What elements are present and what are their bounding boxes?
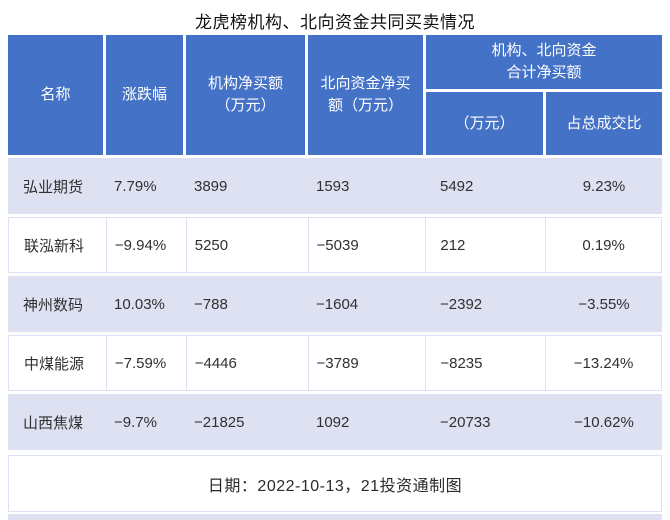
header-group-subrow: （万元） 占总成交比 — [426, 92, 662, 155]
header-group-combined-label: 机构、北向资金 合计净买额 — [426, 35, 662, 92]
cell-north-net-buy: −5039 — [307, 218, 426, 272]
cell-change-pct: 7.79% — [114, 177, 157, 195]
cell-inst-net-buy: −4446 — [185, 336, 308, 390]
cell-north-net-buy: 1092 — [316, 413, 350, 431]
table-header: 名称 涨跌幅 机构净买额 （万元） 北向资金净买 额（万元） 机构、北向资金 合… — [8, 35, 662, 155]
cell-volume-ratio: −13.24% — [545, 336, 661, 390]
cell-change-pct: 10.03% — [114, 295, 165, 313]
header-cell-inst-net-buy: 机构净买额 （万元） — [186, 35, 308, 155]
cell-change-pct: −9.94% — [105, 218, 186, 272]
cell-volume-ratio: −3.55% — [578, 295, 630, 313]
table-row: 神州数码 10.03% −788 −1604 −2392 −3.55% — [8, 276, 662, 332]
bottom-accent-bar — [8, 514, 662, 520]
header-cell-name: 名称 — [8, 35, 106, 155]
header-cell-change: 涨跌幅 — [106, 35, 186, 155]
cell-north-net-buy: −3789 — [307, 336, 426, 390]
header-cell-north-net-buy: 北向资金净买 额（万元） — [308, 35, 426, 155]
header-subcell-amount: （万元） — [426, 92, 546, 155]
cell-stock-name: 中煤能源 — [24, 355, 85, 373]
cell-combined-amount: −2392 — [440, 295, 483, 313]
page-title: 龙虎榜机构、北向资金共同买卖情况 — [195, 13, 475, 32]
cell-combined-amount: 5492 — [440, 177, 474, 195]
footer-note: 日期：2022-10-13，21投资通制图 — [8, 455, 662, 512]
table-row: 联泓新科 −9.94% 5250 −5039 212 0.19% — [8, 217, 662, 273]
cell-change-pct: −7.59% — [105, 336, 186, 390]
cell-volume-ratio: 0.19% — [545, 218, 661, 272]
cell-inst-net-buy: 5250 — [185, 218, 308, 272]
cell-combined-amount: −8235 — [425, 336, 545, 390]
cell-volume-ratio: 9.23% — [582, 177, 626, 195]
header-group-combined: 机构、北向资金 合计净买额 （万元） 占总成交比 — [426, 35, 662, 155]
cell-combined-amount: 212 — [425, 218, 545, 272]
cell-inst-net-buy: −21825 — [194, 413, 245, 431]
cell-change-pct: −9.7% — [114, 413, 157, 431]
header-subcell-ratio: 占总成交比 — [546, 92, 662, 155]
cell-combined-amount: −20733 — [440, 413, 491, 431]
cell-volume-ratio: −10.62% — [574, 413, 634, 431]
table-row: 中煤能源 −7.59% −4446 −3789 −8235 −13.24% — [8, 335, 662, 391]
data-table: 名称 涨跌幅 机构净买额 （万元） 北向资金净买 额（万元） 机构、北向资金 合… — [8, 35, 662, 520]
cell-stock-name: 弘业期货 — [23, 178, 84, 196]
cell-north-net-buy: −1604 — [316, 295, 359, 313]
table-row: 弘业期货 7.79% 3899 1593 5492 9.23% — [8, 158, 662, 214]
cell-stock-name: 联泓新科 — [24, 237, 85, 255]
cell-stock-name: 山西焦煤 — [23, 414, 84, 432]
cell-inst-net-buy: −788 — [194, 295, 228, 313]
table-row: 山西焦煤 −9.7% −21825 1092 −20733 −10.62% — [8, 394, 662, 450]
cell-stock-name: 神州数码 — [23, 296, 84, 314]
cell-north-net-buy: 1593 — [316, 177, 350, 195]
cell-inst-net-buy: 3899 — [194, 177, 228, 195]
